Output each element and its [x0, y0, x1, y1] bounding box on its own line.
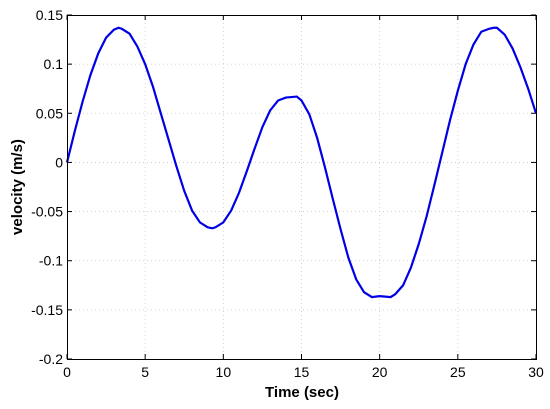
- x-tick-label: 5: [141, 364, 149, 380]
- x-tick-label: 20: [372, 364, 388, 380]
- y-tick-label: 0: [55, 154, 63, 170]
- y-tick-label: 0.05: [36, 105, 63, 121]
- x-tick-label: 15: [294, 364, 310, 380]
- y-tick-label: 0.15: [36, 7, 63, 23]
- y-axis-title: velocity (m/s): [9, 139, 26, 235]
- velocity-series-line: [65, 26, 538, 299]
- y-tick-label: -0.05: [31, 204, 63, 220]
- x-tick-label: 30: [528, 364, 544, 380]
- y-tick-label: 0.1: [44, 56, 64, 72]
- grid-lines: [67, 15, 536, 359]
- x-tick-label: 25: [450, 364, 466, 380]
- x-tick-labels: 0 5 10 15 20 25 30: [63, 364, 544, 380]
- x-tick-label: 10: [216, 364, 232, 380]
- y-tick-labels: -0.2 -0.15 -0.1 -0.05 0 0.05 0.1 0.15: [31, 7, 63, 367]
- plot-frame: [67, 15, 537, 360]
- y-tick-label: -0.2: [39, 351, 63, 367]
- y-tick-label: -0.15: [31, 302, 63, 318]
- x-tick-label: 0: [63, 364, 71, 380]
- x-axis-title: Time (sec): [265, 384, 339, 401]
- series-layer: [65, 26, 538, 299]
- y-tick-label: -0.1: [39, 253, 63, 269]
